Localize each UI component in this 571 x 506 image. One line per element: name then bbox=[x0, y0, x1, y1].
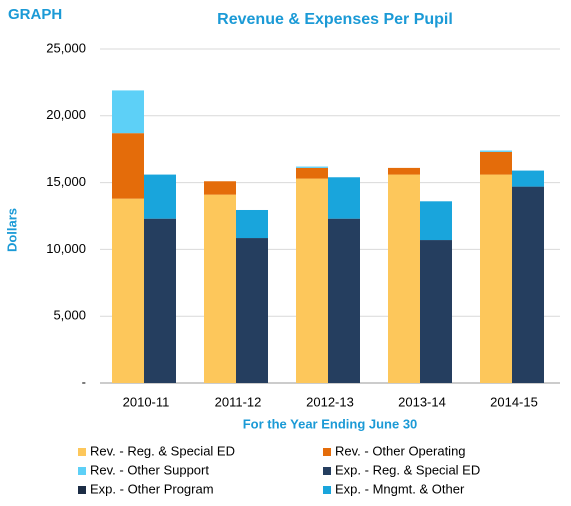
legend-label: Exp. - Other Program bbox=[90, 481, 214, 496]
x-axis-label: For the Year Ending June 30 bbox=[243, 416, 418, 431]
legend-label: Exp. - Mngmt. & Other bbox=[335, 481, 465, 496]
legend-swatch bbox=[78, 486, 86, 494]
bar-segment bbox=[420, 201, 452, 241]
chart-title: Revenue & Expenses Per Pupil bbox=[217, 11, 453, 28]
bar-segment bbox=[112, 198, 144, 383]
bar-segment bbox=[512, 186, 544, 383]
legend-label: Rev. - Other Support bbox=[90, 462, 209, 477]
bar-segment bbox=[296, 167, 328, 179]
bar-segment bbox=[236, 209, 268, 239]
y-tick-label: 15,000 bbox=[46, 174, 86, 189]
legend-label: Rev. - Reg. & Special ED bbox=[90, 443, 235, 458]
y-tick-label: 10,000 bbox=[46, 241, 86, 256]
y-tick-label: - bbox=[82, 374, 86, 389]
x-tick-label: 2010-11 bbox=[123, 394, 170, 409]
bar-segment bbox=[328, 177, 360, 219]
legend-swatch bbox=[323, 467, 331, 475]
page-label: GRAPH bbox=[8, 6, 62, 23]
bar-segment bbox=[112, 90, 144, 134]
legend-swatch bbox=[323, 448, 331, 456]
bar-segment bbox=[512, 170, 544, 187]
legend-swatch bbox=[323, 486, 331, 494]
bar-segment bbox=[296, 178, 328, 383]
x-tick-label: 2013-14 bbox=[398, 394, 446, 409]
legend-swatch bbox=[78, 448, 86, 456]
bar-segment bbox=[480, 150, 512, 152]
y-axis-label: Dollars bbox=[4, 208, 19, 252]
x-tick-label: 2012-13 bbox=[306, 394, 354, 409]
bar-segment bbox=[388, 167, 420, 175]
bar-segment bbox=[144, 218, 176, 383]
legend-label: Exp. - Reg. & Special ED bbox=[335, 462, 480, 477]
legend-label: Rev. - Other Operating bbox=[335, 443, 466, 458]
bar-segment bbox=[480, 174, 512, 383]
y-tick-label: 25,000 bbox=[46, 40, 86, 55]
bar-segment bbox=[328, 218, 360, 383]
bar-segment bbox=[388, 174, 420, 383]
bar-segment bbox=[480, 151, 512, 175]
bar-segment bbox=[204, 194, 236, 383]
bar-segment bbox=[420, 240, 452, 383]
x-tick-label: 2014-15 bbox=[490, 394, 538, 409]
bar-segment bbox=[204, 181, 236, 195]
bar-segment bbox=[296, 166, 328, 168]
bar-segment bbox=[236, 238, 268, 383]
x-tick-label: 2011-12 bbox=[215, 394, 262, 409]
y-tick-label: 20,000 bbox=[46, 107, 86, 122]
bar-segment bbox=[112, 133, 144, 199]
y-tick-label: 5,000 bbox=[53, 308, 86, 323]
bar-segment bbox=[144, 174, 176, 219]
legend-swatch bbox=[78, 467, 86, 475]
